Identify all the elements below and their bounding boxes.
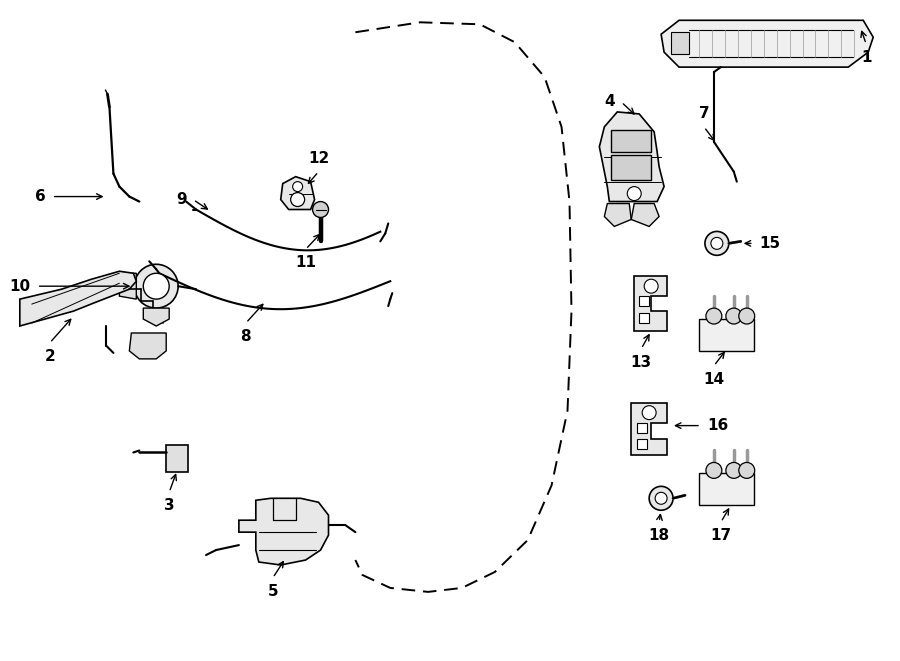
Text: 5: 5	[267, 584, 278, 599]
Polygon shape	[130, 333, 166, 359]
Circle shape	[711, 237, 723, 249]
Bar	[639, 296, 649, 306]
Text: 1: 1	[861, 50, 871, 65]
Circle shape	[725, 463, 742, 479]
Circle shape	[643, 406, 656, 420]
Polygon shape	[143, 308, 169, 326]
Circle shape	[725, 308, 742, 324]
Polygon shape	[238, 498, 328, 565]
Circle shape	[627, 186, 641, 200]
Circle shape	[739, 463, 755, 479]
Bar	[166, 444, 188, 473]
Text: 10: 10	[10, 279, 31, 293]
Polygon shape	[631, 204, 659, 227]
Circle shape	[706, 463, 722, 479]
Circle shape	[292, 182, 302, 192]
Text: 18: 18	[649, 528, 670, 543]
Bar	[639, 313, 649, 323]
Bar	[637, 438, 647, 449]
Text: 9: 9	[176, 192, 187, 207]
Text: 4: 4	[605, 95, 616, 110]
Text: 6: 6	[35, 189, 46, 204]
Polygon shape	[20, 271, 136, 326]
Polygon shape	[120, 273, 136, 299]
Polygon shape	[634, 276, 667, 331]
Polygon shape	[662, 20, 873, 67]
Text: 7: 7	[698, 106, 709, 121]
Circle shape	[143, 273, 169, 299]
Circle shape	[739, 308, 755, 324]
Text: 16: 16	[706, 418, 728, 433]
Circle shape	[649, 486, 673, 510]
Text: 8: 8	[240, 329, 251, 344]
Circle shape	[291, 192, 304, 206]
Circle shape	[312, 202, 328, 217]
Bar	[671, 32, 689, 54]
Bar	[637, 422, 647, 432]
Text: 12: 12	[308, 151, 329, 166]
Polygon shape	[281, 176, 315, 210]
Text: 15: 15	[760, 236, 781, 251]
Polygon shape	[631, 403, 667, 455]
Text: 3: 3	[164, 498, 175, 514]
Text: 14: 14	[703, 372, 724, 387]
Polygon shape	[604, 204, 631, 227]
Text: 11: 11	[295, 255, 316, 270]
Circle shape	[134, 264, 178, 308]
Bar	[699, 473, 753, 505]
Circle shape	[644, 279, 658, 293]
Polygon shape	[599, 112, 664, 202]
Circle shape	[655, 492, 667, 504]
Text: 13: 13	[631, 355, 652, 370]
Circle shape	[705, 231, 729, 255]
Bar	[611, 130, 652, 152]
Text: 17: 17	[710, 528, 732, 543]
Circle shape	[706, 308, 722, 324]
Bar	[611, 155, 652, 180]
Text: 2: 2	[44, 349, 55, 364]
Bar	[699, 319, 753, 351]
